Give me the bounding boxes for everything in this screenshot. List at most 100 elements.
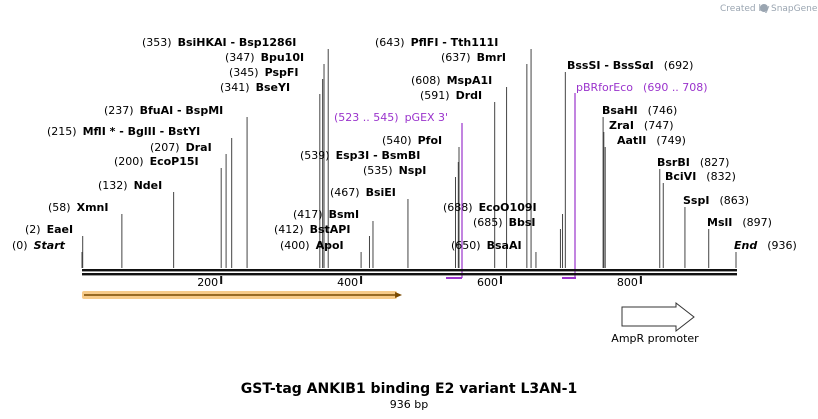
site-label-bbsi[interactable]: (685) BbsI — [473, 216, 536, 229]
site-position: (467) — [330, 186, 360, 199]
credit-prefix: Created by — [720, 4, 770, 14]
site-label-bsmi[interactable]: (417) BsmI — [293, 208, 359, 221]
site-name: BseYI — [256, 81, 290, 94]
site-name: PfoI — [418, 134, 443, 147]
site-label-ndei[interactable]: (132) NdeI — [98, 179, 162, 192]
site-name: BstAPI — [310, 223, 351, 236]
site-label-ecop15i[interactable]: (200) EcoP15I — [114, 155, 199, 168]
site-label-bseyi[interactable]: (341) BseYI — [220, 81, 290, 94]
site-label-bcivi[interactable]: BciVI (832) — [665, 170, 736, 183]
site-label-pfoi[interactable]: (540) PfoI — [382, 134, 442, 147]
site-name: NspI — [399, 164, 427, 177]
site-position: (685) — [473, 216, 503, 229]
site-label-start[interactable]: (0) Start — [12, 239, 66, 252]
primer-pgex3[interactable]: (523 .. 545) pGEX 3' — [334, 111, 463, 279]
site-name: MslI — [707, 216, 732, 229]
site-label-bsiei[interactable]: (467) BsiEI — [330, 186, 396, 199]
site-name: BsrBI — [657, 156, 690, 169]
site-name: BmrI — [477, 51, 506, 64]
site-name: Start — [34, 239, 66, 252]
primer-label: pBRforEco (690 .. 708) — [576, 81, 708, 94]
feature-ampr-promoter[interactable]: AmpR promoter — [611, 301, 699, 345]
primer-pbrforeco[interactable]: pBRforEco (690 .. 708) — [562, 81, 708, 279]
site-position: (747) — [644, 119, 674, 132]
site-labels: (0) Start (2) EaeI (58) XmnI (132) NdeI (200) Eco… — [12, 36, 797, 252]
site-label-ecoo109i[interactable]: (688) EcoO109I — [443, 201, 537, 214]
site-label-msli[interactable]: MslI (897) — [707, 216, 772, 229]
site-label-xmni[interactable]: (58) XmnI — [48, 201, 108, 214]
site-label-pspfi[interactable]: (345) PspFI — [229, 66, 299, 79]
site-label-drai[interactable]: (207) DraI — [150, 141, 212, 154]
site-position: (412) — [274, 223, 304, 236]
promoter-arrow-icon — [621, 301, 695, 333]
feature-arrow-icon — [395, 292, 403, 298]
site-label-bsahi[interactable]: BsaHI (746) — [602, 104, 677, 117]
site-label-bmri[interactable]: (637) BmrI — [441, 51, 506, 64]
site-position: (936) — [767, 239, 797, 252]
site-lines — [81, 49, 737, 268]
primer-layer: (523 .. 545) pGEX 3' pBRforEco (690 .. 708) — [334, 81, 708, 279]
site-name: MflI * - BglII - BstYI — [83, 125, 201, 138]
site-label-sspi[interactable]: SspI (863) — [683, 194, 749, 207]
site-label-eaei[interactable]: (2) EaeI — [25, 223, 73, 236]
site-label-bsrbi[interactable]: BsrBI (827) — [657, 156, 729, 169]
site-name: AatII — [617, 134, 646, 147]
site-position: (215) — [47, 125, 77, 138]
site-label-esp3i[interactable]: (539) Esp3I - BsmBI — [300, 149, 420, 162]
site-name: SspI — [683, 194, 709, 207]
site-label-bfuai[interactable]: (237) BfuAI - BspMI — [104, 104, 223, 117]
site-label-end[interactable]: End (936) — [734, 239, 797, 252]
site-position: (591) — [420, 89, 450, 102]
site-position: (637) — [441, 51, 471, 64]
primer-range: (690 .. 708) — [643, 81, 708, 94]
site-label-apoi[interactable]: (400) ApoI — [280, 239, 344, 252]
map-title: GST-tag ANKIB1 binding E2 variant L3AN-1 — [241, 381, 577, 397]
site-label-bsaai[interactable]: (650) BsaAI — [451, 239, 522, 252]
site-position: (207) — [150, 141, 180, 154]
site-name: BciVI — [665, 170, 696, 183]
site-label-bsssi[interactable]: BssSI - BssSαI (692) — [567, 59, 693, 72]
site-label-pflfi[interactable]: (643) PflFI - Tth111I — [375, 36, 498, 49]
site-label-mfli[interactable]: (215) MflI * - BglII - BstYI — [47, 125, 200, 138]
site-name: NdeI — [134, 179, 163, 192]
backbone-bottom-strand — [82, 273, 737, 276]
primer-name: pBRforEco — [576, 81, 633, 94]
axis-tick-label: 600 — [477, 276, 498, 289]
site-name: BfuAI - BspMI — [140, 104, 224, 117]
site-label-bpu10i[interactable]: (347) Bpu10I — [225, 51, 304, 64]
site-label-mspa1i[interactable]: (608) MspA1I — [411, 74, 492, 87]
site-name: BbsI — [509, 216, 536, 229]
site-position: (692) — [664, 59, 694, 72]
site-name: EcoO109I — [479, 201, 537, 214]
site-position: (827) — [700, 156, 730, 169]
site-name: Bpu10I — [261, 51, 305, 64]
site-label-bstapi[interactable]: (412) BstAPI — [274, 223, 350, 236]
site-label-aatii[interactable]: AatII (749) — [617, 134, 686, 147]
site-name: PflFI - Tth111I — [411, 36, 499, 49]
axis-tick-label: 400 — [337, 276, 358, 289]
primer-range: (523 .. 545) — [334, 111, 399, 124]
axis-ticks: 200 400 600 800 — [197, 276, 642, 289]
credit-brand: SnapGene — [771, 4, 818, 14]
primer-label: (523 .. 545) pGEX 3' — [334, 111, 448, 124]
site-position: (863) — [719, 194, 749, 207]
site-position: (345) — [229, 66, 259, 79]
sequence-length-label: 936 bp — [390, 398, 428, 411]
site-label-nspi[interactable]: (535) NspI — [363, 164, 426, 177]
site-name: End — [734, 239, 757, 252]
feature-layer: GST-tag AmpR promoter — [82, 283, 699, 345]
site-name: BsiHKAI - Bsp1286I — [178, 36, 297, 49]
site-name: EaeI — [47, 223, 74, 236]
site-label-zrai[interactable]: ZraI (747) — [609, 119, 674, 132]
feature-gst-tag[interactable]: GST-tag — [82, 283, 403, 299]
site-position: (400) — [280, 239, 310, 252]
site-name: BsaAI — [487, 239, 522, 252]
site-label-bsihkai[interactable]: (353) BsiHKAI - Bsp1286I — [142, 36, 296, 49]
site-position: (650) — [451, 239, 481, 252]
site-name: Esp3I - BsmBI — [336, 149, 421, 162]
site-label-drdi[interactable]: (591) DrdI — [420, 89, 482, 102]
sequence-backbone — [82, 269, 737, 276]
site-position: (540) — [382, 134, 412, 147]
site-position: (643) — [375, 36, 405, 49]
